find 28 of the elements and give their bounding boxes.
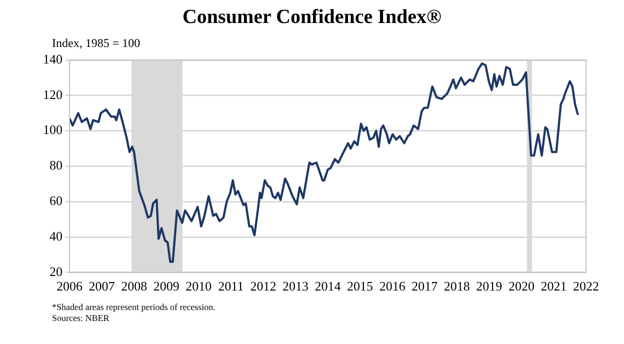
x-tick-label: 2009: [153, 278, 180, 294]
x-tick-label: 2015: [347, 278, 374, 294]
y-tick-label: 100: [43, 122, 62, 138]
x-tick-label: 2007: [88, 278, 116, 294]
y-tick-label: 120: [43, 86, 62, 102]
y-tick-label: 80: [50, 158, 62, 173]
x-tick-label: 2017: [412, 278, 438, 294]
x-tick-label: 2022: [573, 278, 599, 294]
y-tick-label: 60: [50, 193, 62, 208]
x-tick-label: 2014: [314, 278, 342, 294]
y-tick-label: 20: [50, 264, 62, 279]
x-tick-label: 2012: [250, 278, 276, 294]
x-tick-label: 2018: [444, 278, 470, 294]
x-tick-label: 2021: [540, 278, 567, 294]
chart-title: Consumer Confidence Index®: [181, 6, 443, 29]
y-tick-label: 140: [43, 51, 62, 66]
x-tick-label: 2020: [508, 278, 534, 294]
text: *Shaded areas represent periods of recession.: [52, 302, 216, 313]
x-tick-label: 2008: [121, 278, 148, 294]
x-tick-label: 2010: [186, 278, 212, 294]
x-tick-label: 2016: [379, 278, 406, 294]
x-tick-label: 2011: [218, 278, 244, 294]
y-axis-title: Index, 1985 = 100: [52, 36, 140, 51]
source-note: Sources: NBER: [52, 313, 110, 324]
x-tick-label: 2013: [282, 278, 308, 294]
y-tick-label: 40: [50, 228, 62, 244]
x-tick-label: 2006: [56, 278, 83, 294]
x-tick-label: 2019: [476, 278, 502, 294]
